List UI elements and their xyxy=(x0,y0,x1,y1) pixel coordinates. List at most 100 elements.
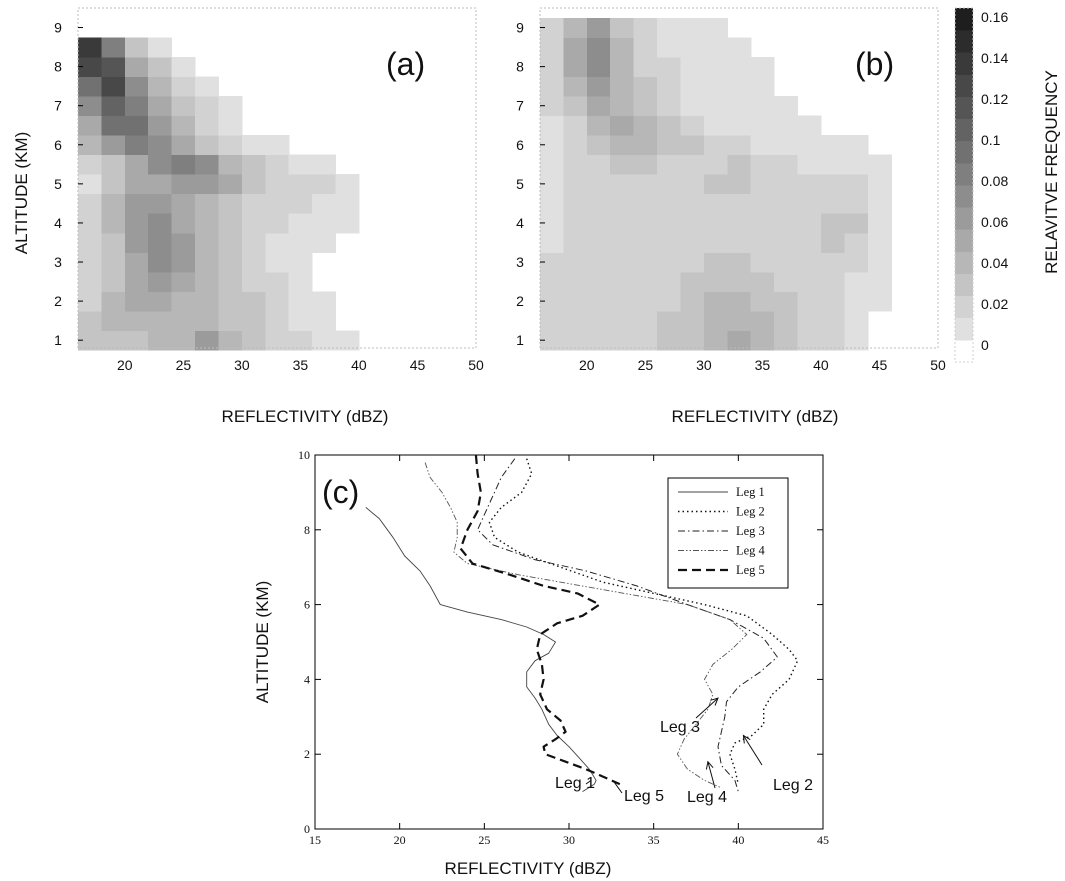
panel-a-cell xyxy=(241,213,266,234)
panel-a-cell xyxy=(195,252,220,273)
panel-a-cell xyxy=(241,252,266,273)
panel-b-cell xyxy=(727,115,752,136)
colorbar-swatch xyxy=(955,140,973,164)
panel-b-cell xyxy=(727,232,752,253)
panel-b-cell xyxy=(703,232,728,253)
panel-b-cell xyxy=(563,271,588,292)
panel-a-cell xyxy=(171,135,196,156)
panel-b-cell xyxy=(820,174,845,195)
panel-a-cell xyxy=(195,76,220,97)
panel-b-cell xyxy=(633,174,658,195)
panel-a-cell xyxy=(241,135,266,156)
panel-a-cell xyxy=(124,95,149,116)
panel-a-cell xyxy=(171,174,196,195)
panel-a-cell xyxy=(288,252,313,273)
colorbar-swatch xyxy=(955,251,973,274)
panel-b-cell xyxy=(633,56,658,77)
panel-b-cell xyxy=(540,213,564,234)
panel-b-cell xyxy=(563,17,588,38)
panel-b-cell xyxy=(774,232,799,253)
panel-b-cell xyxy=(820,232,845,253)
panel-a-ytick-label: 6 xyxy=(54,137,62,153)
panel-c-legend: Leg 1 Leg 2 Leg 3 Leg 4 Leg 5 xyxy=(667,477,789,589)
panel-b-cell xyxy=(610,174,635,195)
panel-b-cell xyxy=(633,252,658,273)
panel-b-cells xyxy=(540,17,892,351)
panel-b-cell xyxy=(610,330,635,351)
panel-c-ylabel: ALTITUDE (KM) xyxy=(253,581,272,703)
panel-c-ytick-label: 2 xyxy=(304,747,310,761)
panel-b-cell xyxy=(750,193,775,214)
panel-b-cell xyxy=(703,291,728,312)
annotation-leg-2: Leg 2 xyxy=(773,777,813,794)
panel-a-cell xyxy=(148,232,173,253)
panel-b-cell xyxy=(680,56,705,77)
panel-b-cell xyxy=(563,232,588,253)
panel-b-cell xyxy=(633,95,658,116)
panel-b-cell xyxy=(680,252,705,273)
panel-b-cell xyxy=(680,193,705,214)
colorbar-tick-label: 0 xyxy=(981,337,989,353)
panel-a-cell xyxy=(148,95,173,116)
panel-b-cell xyxy=(750,213,775,234)
panel-b-cell xyxy=(633,310,658,331)
panel-a-cell xyxy=(288,174,313,195)
panel-b-cell xyxy=(540,56,564,77)
panel-a-cell xyxy=(124,232,149,253)
panel-b-cell xyxy=(680,330,705,351)
panel-b-cell xyxy=(703,252,728,273)
legend-label: Leg 5 xyxy=(736,563,765,577)
panel-b-cell xyxy=(727,135,752,156)
panel-c-xtick-label: 40 xyxy=(732,833,744,847)
panel-b-cell xyxy=(633,271,658,292)
panel-a-cell xyxy=(101,56,126,77)
panel-b-ytick-label: 6 xyxy=(516,137,524,153)
panel-b-cell xyxy=(680,213,705,234)
panel-a-cell xyxy=(312,310,337,331)
panel-b-ytick-label: 3 xyxy=(516,254,524,270)
panel-a-cell xyxy=(171,193,196,214)
panel-b-cell xyxy=(750,291,775,312)
colorbar-swatch xyxy=(955,185,973,208)
panel-a-cells xyxy=(78,37,360,351)
panel-a-ytick-label: 5 xyxy=(54,176,62,192)
panel-a-ytick-label: 2 xyxy=(54,293,62,309)
panel-a-cell xyxy=(218,154,243,175)
panel-a-cell xyxy=(148,330,173,351)
panel-a-cell xyxy=(241,271,266,292)
panel-b-cell xyxy=(820,252,845,273)
panel-b-cell xyxy=(727,154,752,175)
panel-a-cell xyxy=(148,135,173,156)
panel-a-cell xyxy=(148,193,173,214)
panel-b-cell xyxy=(540,76,564,97)
panel-b-cell xyxy=(586,291,611,312)
panel-b-cell xyxy=(727,174,752,195)
panel-b-cell xyxy=(610,291,635,312)
panel-b-cell xyxy=(727,37,752,58)
panel-c-ytick-label: 0 xyxy=(304,822,310,836)
panel-c-xtick-label: 20 xyxy=(394,833,406,847)
panel-a-cell xyxy=(265,310,290,331)
panel-b-cell xyxy=(540,135,564,156)
panel-b-cell xyxy=(610,310,635,331)
panel-b-cell xyxy=(586,56,611,77)
panel-b-cell xyxy=(703,95,728,116)
panel-b-cell xyxy=(820,271,845,292)
panel-a-cell xyxy=(195,213,220,234)
panel-b-cell xyxy=(774,135,799,156)
panel-b-cell xyxy=(727,95,752,116)
panel-a-cell xyxy=(78,271,102,292)
panel-b-cell xyxy=(563,174,588,195)
panel-a-cell xyxy=(171,56,196,77)
panel-c-tag: (c) xyxy=(322,474,359,510)
panel-b-cell xyxy=(657,174,682,195)
panel-b-cell xyxy=(774,213,799,234)
panel-a-cell xyxy=(171,252,196,273)
panel-a-cell xyxy=(218,310,243,331)
panel-b-cell xyxy=(867,232,892,253)
legend-box xyxy=(667,477,789,589)
panel-b-cell xyxy=(844,271,869,292)
colorbar-tick-label: 0.08 xyxy=(981,173,1008,189)
panel-b-cell xyxy=(633,76,658,97)
